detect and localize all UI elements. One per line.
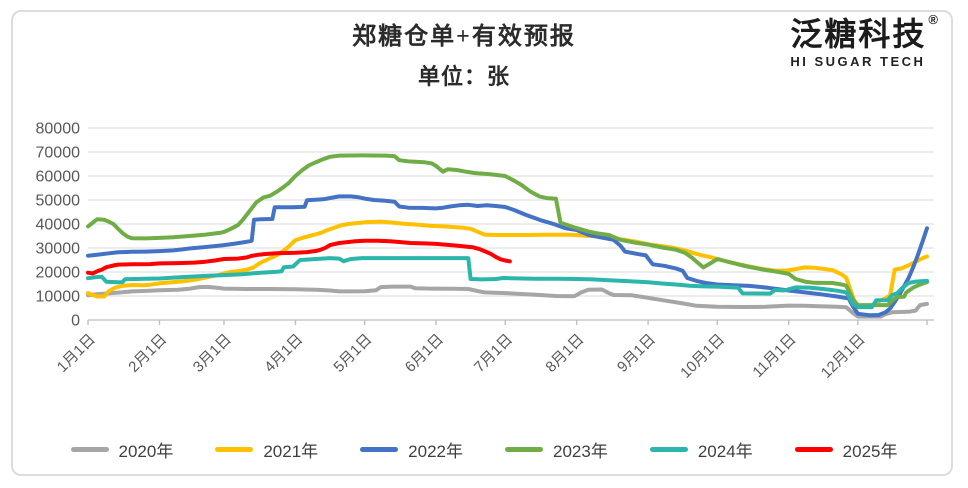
legend-swatch bbox=[70, 447, 109, 452]
x-tick-label: 4月1日 bbox=[261, 331, 306, 376]
logo-wordmark: 泛糖科技 bbox=[790, 16, 927, 52]
registered-trademark-icon: ® bbox=[928, 12, 938, 27]
chart-header: 郑糖仓单+有效预报 单位：张 bbox=[0, 16, 928, 91]
y-tick-label: 60000 bbox=[36, 169, 81, 186]
x-tick-label: 9月1日 bbox=[614, 331, 659, 376]
legend-swatch bbox=[215, 447, 254, 452]
x-tick-label: 5月1日 bbox=[330, 331, 375, 376]
series-line-2024年 bbox=[86, 256, 929, 310]
y-tick-label: 50000 bbox=[36, 193, 81, 210]
series-lines bbox=[86, 153, 929, 319]
legend-item-2022年: 2022年 bbox=[360, 437, 463, 462]
chart-card bbox=[11, 10, 953, 476]
x-axis-labels: 1月1日 2月1日 3月1日 4月1日 5月1日 6月1日 7月1日 8月1日 9月1日 10月1… bbox=[54, 331, 869, 382]
y-tick-label: 0 bbox=[71, 313, 80, 330]
x-tick-label: 7月1日 bbox=[471, 331, 516, 376]
y-tick-label: 80000 bbox=[36, 121, 81, 138]
x-tick-label: 1月1日 bbox=[54, 331, 99, 376]
series-line-2020年 bbox=[86, 284, 929, 319]
hi-sugar-tech-logo: 泛糖科技 ® HI SUGAR TECH bbox=[790, 12, 938, 69]
legend-swatch bbox=[649, 447, 688, 452]
legend-item-2020年: 2020年 bbox=[70, 437, 174, 462]
legend-label: 2024年 bbox=[697, 442, 753, 461]
legend-label: 2020年 bbox=[118, 442, 174, 461]
series-line-2022年 bbox=[86, 194, 929, 318]
legend-swatch bbox=[505, 447, 543, 452]
x-tick-label: 2月1日 bbox=[125, 331, 170, 376]
logo-tagline: HI SUGAR TECH bbox=[790, 54, 926, 69]
legend-label: 2023年 bbox=[553, 442, 608, 461]
legend-swatch bbox=[360, 447, 399, 452]
legend-item-2023年: 2023年 bbox=[505, 437, 608, 462]
chart-title: 郑糖仓单+有效预报 bbox=[352, 24, 576, 50]
y-tick-label: 10000 bbox=[36, 289, 81, 306]
y-axis-labels: 0 10000 20000 30000 40000 50000 60000 70000 8000… bbox=[36, 121, 81, 330]
x-tick-label: 6月1日 bbox=[402, 331, 447, 376]
chart-unit-subtitle: 单位：张 bbox=[417, 64, 510, 89]
y-tick-label: 70000 bbox=[36, 145, 81, 162]
legend-label: 2025年 bbox=[842, 442, 898, 461]
legend-item-2024年: 2024年 bbox=[649, 437, 753, 462]
series-line-2025年 bbox=[86, 238, 512, 276]
x-tick-label: 11月1日 bbox=[749, 331, 799, 381]
x-tick-label: 8月1日 bbox=[542, 331, 587, 376]
y-tick-label: 40000 bbox=[36, 217, 81, 234]
x-tick-label: 3月1日 bbox=[190, 331, 235, 376]
y-tick-label: 30000 bbox=[36, 241, 81, 258]
series-line-2023年 bbox=[86, 153, 929, 308]
legend-label: 2021年 bbox=[263, 442, 319, 461]
legend-swatch bbox=[794, 447, 833, 452]
x-tick-label: 12月1日 bbox=[818, 331, 869, 382]
legend-item-2021年: 2021年 bbox=[215, 437, 318, 462]
y-tick-label: 20000 bbox=[36, 265, 81, 282]
x-tick-label: 10月1日 bbox=[677, 331, 728, 382]
chart-legend: 2020年 2021年 2022年 2023年 2024年 2025年 bbox=[0, 437, 968, 462]
legend-item-2025年: 2025年 bbox=[794, 437, 898, 462]
legend-label: 2022年 bbox=[408, 442, 463, 461]
x-tick-marks bbox=[87, 320, 928, 325]
